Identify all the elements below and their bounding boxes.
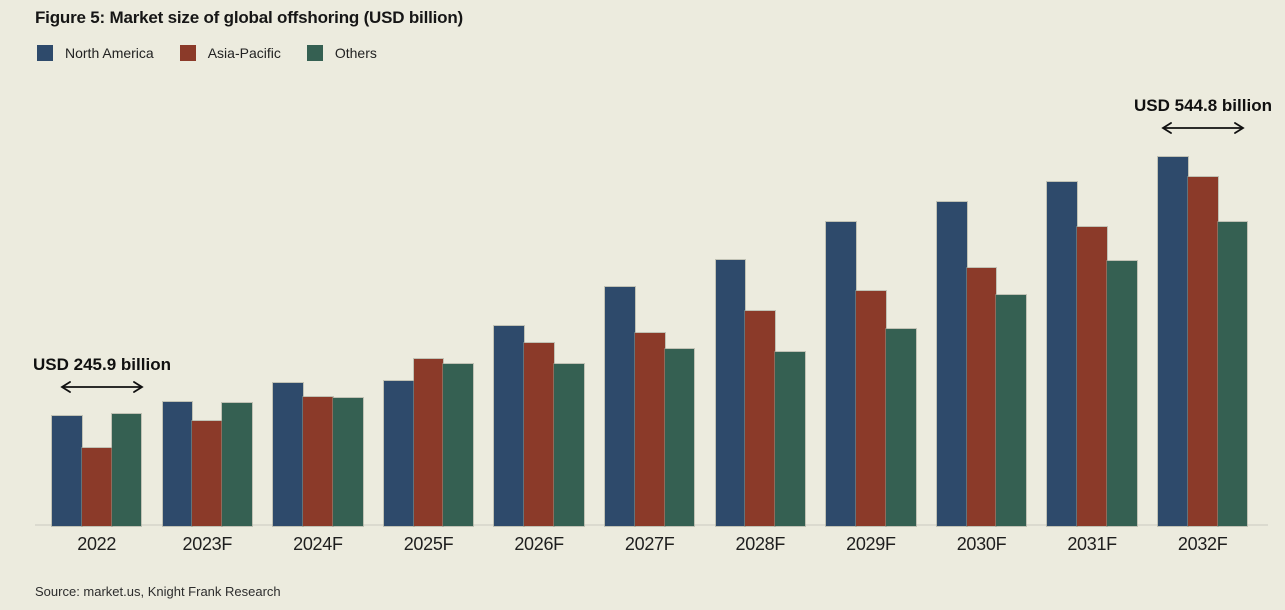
bar-2026f-asia-pacific <box>524 343 554 526</box>
x-tick-2024f: 2024F <box>293 534 343 554</box>
legend-item-others: Others <box>306 45 377 61</box>
source-note: Source: market.us, Knight Frank Research <box>35 584 281 599</box>
bar-2025f-others <box>443 364 474 526</box>
bar-2032f-asia-pacific <box>1187 177 1218 526</box>
legend-label: Asia-Pacific <box>207 45 281 61</box>
bar-2027f-asia-pacific <box>634 333 665 526</box>
legend-swatch-others <box>306 45 323 61</box>
bar-2025f-north-america <box>383 381 414 526</box>
x-tick-2032f: 2032F <box>1177 534 1228 554</box>
bar-2030f-asia-pacific <box>966 268 997 526</box>
bar-2024f-others <box>332 398 363 526</box>
annotation-text: USD 245.9 billion <box>33 355 171 374</box>
x-tick-2025f: 2025F <box>403 534 454 554</box>
bar-2028f-asia-pacific <box>745 311 776 526</box>
legend-item-north-america: North America <box>37 45 154 61</box>
bar-2023f-north-america <box>162 402 193 526</box>
bar-2032f-others <box>1217 222 1248 526</box>
x-tick-2029f: 2029F <box>846 534 896 554</box>
x-tick-2026f: 2026F <box>514 534 564 554</box>
x-tick-2030f: 2030F <box>956 534 1007 554</box>
annotation-2032-total: USD 544.8 billion <box>1126 96 1280 135</box>
bar-2024f-north-america <box>273 383 303 526</box>
bar-2022-others <box>111 414 142 526</box>
bar-2030f-north-america <box>936 202 967 526</box>
bar-2023f-asia-pacific <box>192 421 223 526</box>
bar-2024f-asia-pacific <box>303 397 333 526</box>
x-tick-2027f: 2027F <box>624 534 675 554</box>
x-tick-2031f: 2031F <box>1067 534 1117 554</box>
double-arrow-icon <box>1161 122 1245 134</box>
figure-title: Figure 5: Market size of global offshori… <box>35 8 463 27</box>
bar-2022-north-america <box>52 416 82 526</box>
x-tick-2028f: 2028F <box>735 534 786 554</box>
x-tick-2022: 2022 <box>77 534 117 554</box>
bar-2023f-others <box>222 403 252 526</box>
bar-2031f-others <box>1107 261 1137 526</box>
annotation-text: USD 544.8 billion <box>1134 96 1272 115</box>
bar-2028f-others <box>775 352 805 526</box>
x-tick-2023f: 2023F <box>182 534 233 554</box>
bar-2025f-asia-pacific <box>413 359 444 526</box>
bar-2029f-north-america <box>826 222 856 526</box>
bar-2026f-north-america <box>494 326 525 526</box>
legend-label: North America <box>65 45 154 61</box>
legend-swatch-north-america <box>37 45 53 61</box>
bar-2026f-others <box>554 364 584 526</box>
bar-2031f-north-america <box>1047 182 1078 526</box>
double-arrow-icon <box>60 381 144 393</box>
bar-2031f-asia-pacific <box>1077 227 1107 526</box>
annotation-2022-total: USD 245.9 billion <box>20 355 184 394</box>
bar-2029f-asia-pacific <box>856 291 886 526</box>
bar-2028f-north-america <box>715 260 746 526</box>
legend: North America Asia-Pacific Others <box>37 45 377 61</box>
bar-2022-asia-pacific <box>81 448 112 526</box>
legend-label: Others <box>334 45 377 61</box>
bar-2030f-others <box>996 295 1027 526</box>
legend-item-asia-pacific: Asia-Pacific <box>179 45 281 61</box>
bar-2029f-others <box>885 329 916 526</box>
bar-2027f-others <box>664 349 695 526</box>
bar-2027f-north-america <box>605 287 635 526</box>
bar-2032f-north-america <box>1158 157 1188 526</box>
legend-swatch-asia-pacific <box>179 45 196 61</box>
